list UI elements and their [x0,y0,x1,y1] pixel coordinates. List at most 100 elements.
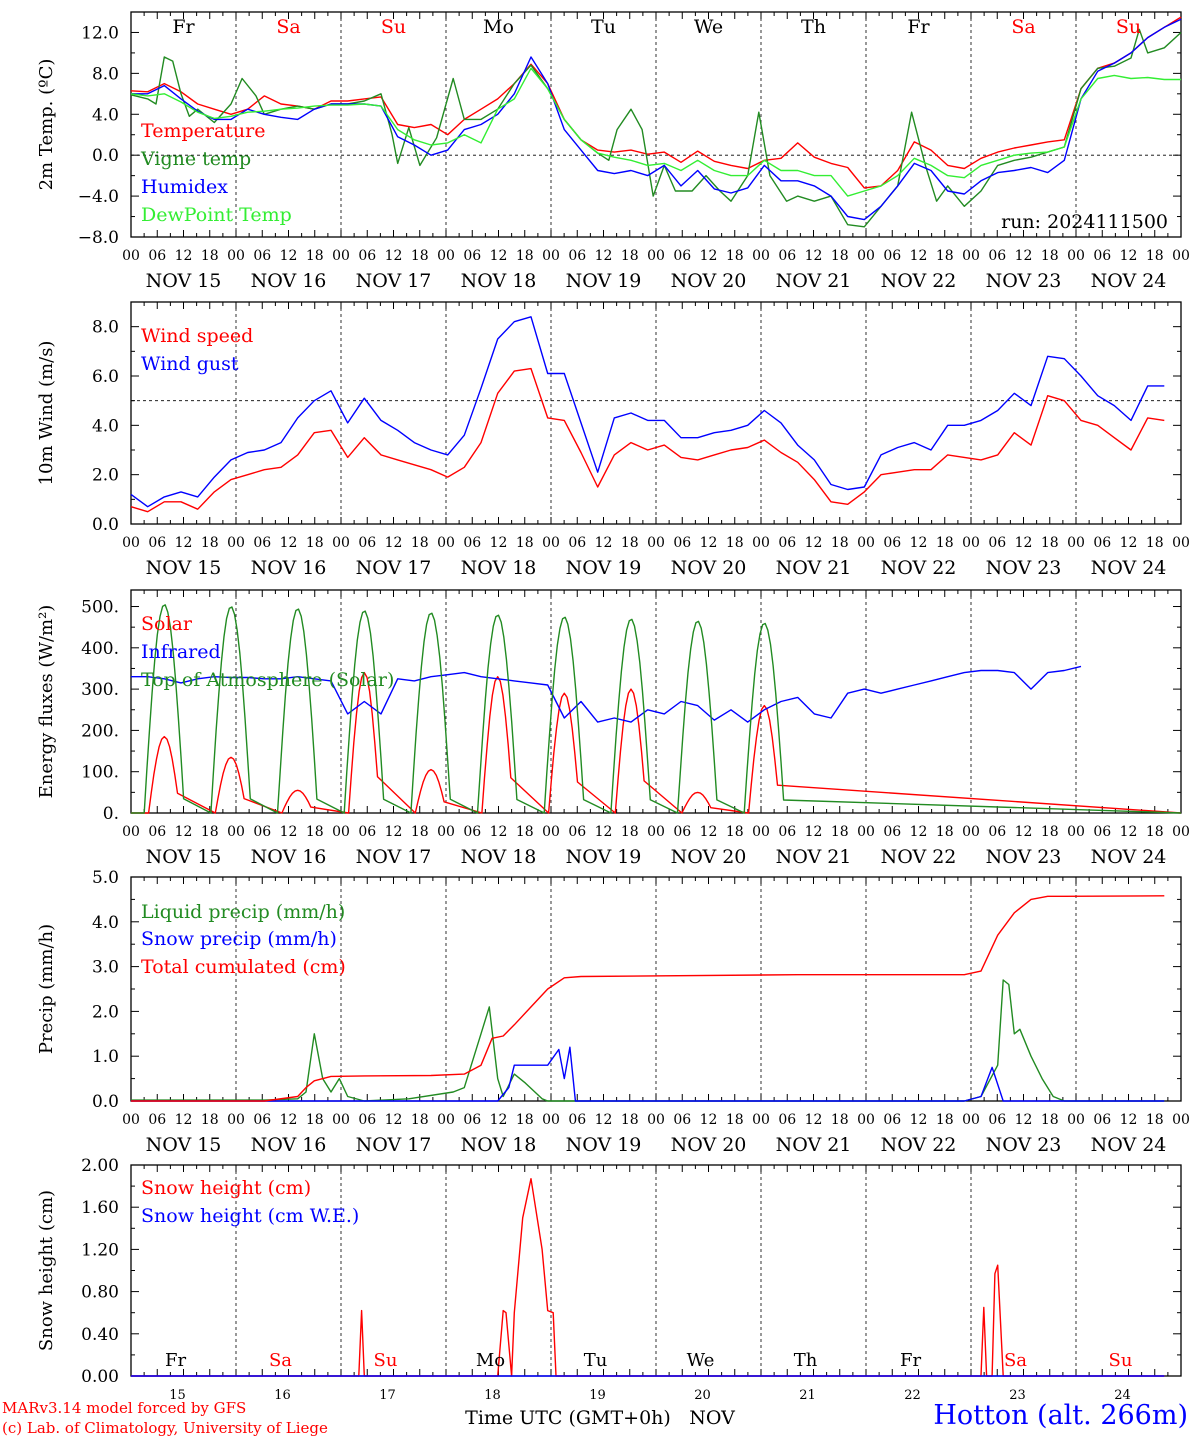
hour-tick-label: 18 [411,248,429,264]
hour-tick-label: 12 [595,535,613,551]
series-line [131,671,1182,814]
y-tick-label: 0.40 [81,1325,119,1345]
date-label: NOV 18 [461,1134,537,1156]
date-label: NOV 20 [671,557,747,579]
y-axis-label: 10m Wind (m/s) [36,341,57,486]
hour-tick-label: 06 [883,535,901,551]
date-label: NOV 23 [986,846,1062,868]
hour-tick-label: 06 [463,1112,481,1128]
date-label: NOV 17 [356,1134,432,1156]
y-tick-label: 100. [81,763,119,783]
hour-tick-label: 12 [280,1112,298,1128]
hour-tick-label: 18 [726,1112,744,1128]
hour-tick-label: 18 [1146,824,1164,840]
y-tick-label: 200. [81,721,119,741]
y-axis-label: Snow height (cm) [36,1190,57,1351]
series-line [130,316,1165,508]
hour-tick-label: 00 [227,1112,245,1128]
hour-tick-label: 12 [385,824,403,840]
hour-tick-label: 18 [306,824,324,840]
hour-tick-label: 18 [306,1112,324,1128]
legend-entry: DewPoint Temp [141,204,292,226]
hour-tick-label: 12 [175,824,193,840]
y-tick-label: 0.0 [92,515,119,535]
weekday-label: Tu [584,1350,608,1371]
hour-tick-label: 00 [1172,248,1190,264]
panel-precip: 5.0 4.0 3.0 2.0 1.0 0.0 Precip (mm/h) Liquid pr… [36,868,1190,1156]
date-label: NOV 18 [461,557,537,579]
hour-tick-label: 18 [201,1112,219,1128]
hour-tick-label: 06 [673,248,691,264]
weekday-label: Th [801,16,826,38]
series-line [131,18,1182,221]
hour-tick-label: 12 [805,824,823,840]
hour-tick-label: 00 [332,535,350,551]
hour-tick-label: 00 [542,824,560,840]
y-tick-label: 12.0 [81,23,119,43]
hour-tick-label: 06 [988,824,1006,840]
date-label: NOV 17 [356,557,432,579]
hour-tick-label: 06 [253,824,271,840]
hour-tick-label: 12 [280,535,298,551]
legend-entry: Infrared [141,641,221,663]
hour-tick-label: 18 [201,535,219,551]
hour-tick-label: 12 [385,535,403,551]
hour-tick-label: 06 [568,824,586,840]
day-number-label: 17 [379,1388,396,1403]
hour-tick-label: 18 [831,248,849,264]
panel-temperature: 12.0 8.0 4.0 0.0 −4.0 −8.0 2m Temp. (ºC) Temper… [36,11,1190,292]
hour-tick-label: 00 [857,824,875,840]
hour-tick-label: 00 [962,535,980,551]
hour-tick-label: 12 [175,248,193,264]
date-label: NOV 21 [776,1134,852,1156]
x-axis-title: Time UTC (GMT+0h) [465,1407,671,1429]
hour-tick-label: 12 [1120,824,1138,840]
hour-tick-label: 12 [700,1112,718,1128]
y-tick-label: 0.00 [81,1367,119,1387]
hour-tick-label: 00 [752,535,770,551]
hour-tick-label: 18 [306,248,324,264]
hour-tick-label: 12 [910,248,928,264]
hour-tick-label: 12 [280,248,298,264]
hour-tick-label: 12 [700,248,718,264]
weekday-label: Mo [483,16,514,38]
hour-tick-label: 06 [1093,535,1111,551]
hour-tick-label: 00 [857,1112,875,1128]
date-label: NOV 22 [881,1134,957,1156]
hour-tick-label: 00 [122,1112,140,1128]
day-number-label: 23 [1009,1388,1026,1403]
hour-tick-label: 18 [726,248,744,264]
hour-tick-label: 18 [516,824,534,840]
y-tick-label: 3.0 [92,958,119,978]
day-number-label: 19 [589,1388,606,1403]
series-line [130,28,1182,228]
date-label: NOV 15 [146,270,222,292]
legend-entry: Liquid precip (mm/h) [141,901,345,923]
hour-tick-label: 00 [542,535,560,551]
series-line [131,604,1182,814]
y-tick-label: 4.0 [92,105,119,125]
hour-tick-label: 00 [542,1112,560,1128]
run-label: run: 2024111500 [1001,211,1168,233]
plot-frame [130,589,1182,814]
hour-tick-label: 06 [1093,248,1111,264]
day-number-label: 18 [484,1388,501,1403]
legend-entry: Snow height (cm W.E.) [141,1205,359,1227]
weekday-label: We [694,16,723,38]
hour-tick-label: 00 [752,248,770,264]
hour-tick-label: 12 [1015,248,1033,264]
series-line [130,367,1165,513]
hour-tick-label: 06 [1093,1112,1111,1128]
legend-entry: Vigne temp [140,148,251,170]
y-tick-label: −4.0 [78,187,119,207]
series-line [131,665,1082,723]
hour-tick-label: 00 [647,824,665,840]
date-label: NOV 19 [566,1134,642,1156]
hour-tick-label: 06 [883,248,901,264]
date-label: NOV 24 [1091,846,1167,868]
date-label: NOV 22 [881,846,957,868]
hour-tick-label: 00 [647,1112,665,1128]
day-number-label: 20 [694,1388,711,1403]
